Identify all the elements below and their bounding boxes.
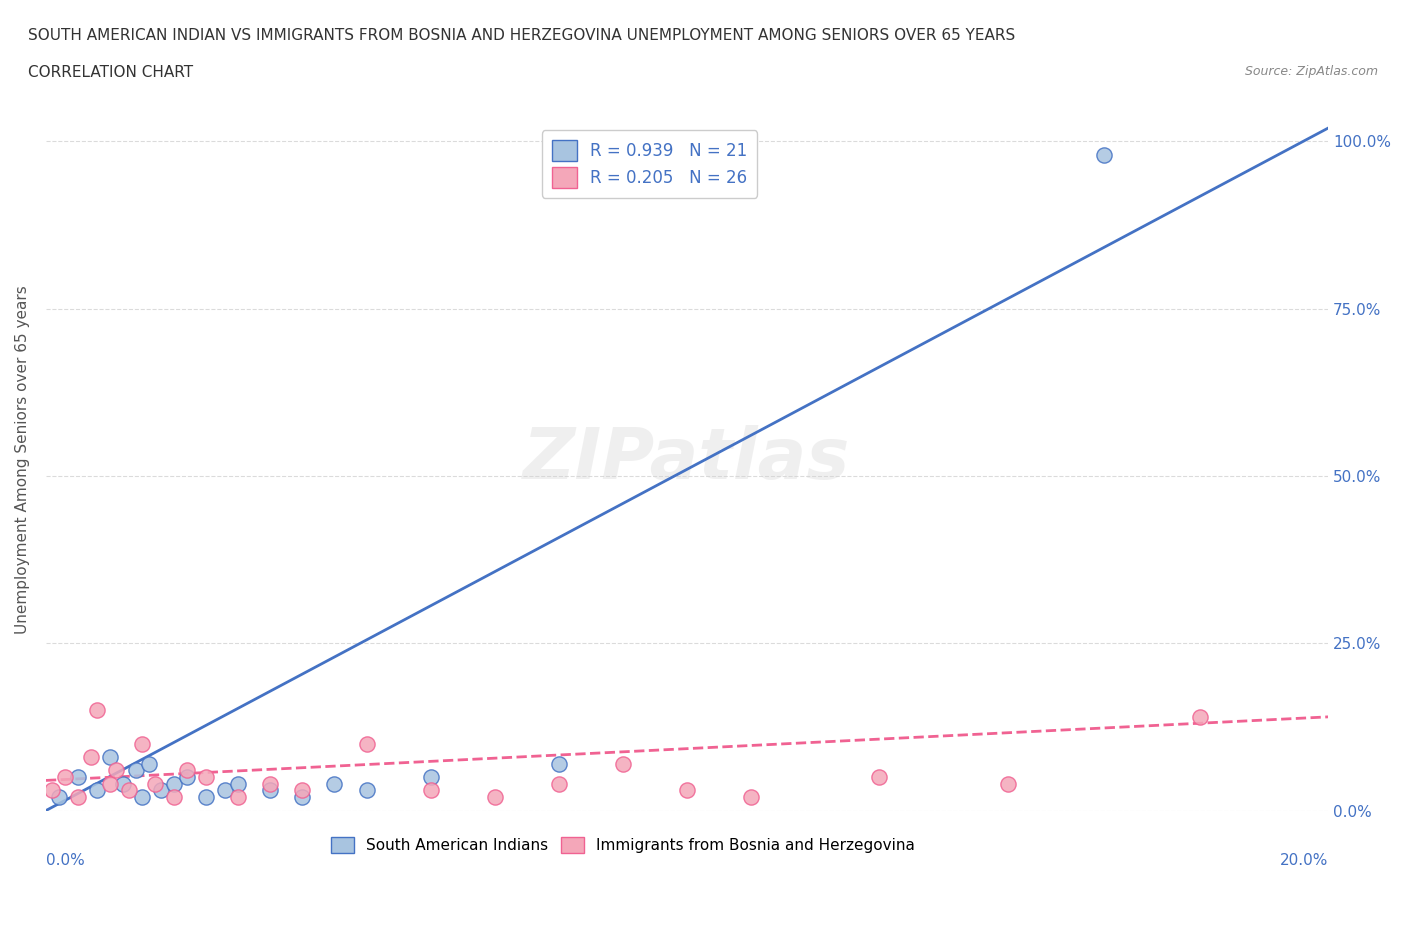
Text: CORRELATION CHART: CORRELATION CHART	[28, 65, 193, 80]
Point	[484, 790, 506, 804]
Point	[226, 790, 249, 804]
Point	[66, 790, 89, 804]
Point	[868, 770, 890, 785]
Point	[176, 763, 198, 777]
Point	[356, 783, 378, 798]
Point	[86, 783, 108, 798]
Point	[1092, 147, 1115, 162]
Text: SOUTH AMERICAN INDIAN VS IMMIGRANTS FROM BOSNIA AND HERZEGOVINA UNEMPLOYMENT AMO: SOUTH AMERICAN INDIAN VS IMMIGRANTS FROM…	[28, 28, 1015, 43]
Point	[259, 783, 281, 798]
Point	[143, 777, 166, 791]
Point	[676, 783, 699, 798]
Point	[1188, 710, 1211, 724]
Point	[131, 790, 153, 804]
Legend: South American Indians, Immigrants from Bosnia and Herzegovina: South American Indians, Immigrants from …	[325, 830, 921, 859]
Point	[419, 770, 441, 785]
Y-axis label: Unemployment Among Seniors over 65 years: Unemployment Among Seniors over 65 years	[15, 285, 30, 633]
Point	[41, 783, 63, 798]
Point	[547, 777, 569, 791]
Point	[291, 790, 314, 804]
Point	[111, 777, 134, 791]
Point	[259, 777, 281, 791]
Point	[163, 777, 186, 791]
Point	[419, 783, 441, 798]
Point	[323, 777, 346, 791]
Point	[131, 737, 153, 751]
Point	[195, 790, 218, 804]
Point	[195, 770, 218, 785]
Point	[176, 770, 198, 785]
Point	[98, 777, 121, 791]
Point	[226, 777, 249, 791]
Point	[86, 703, 108, 718]
Point	[48, 790, 70, 804]
Point	[125, 763, 148, 777]
Point	[98, 750, 121, 764]
Point	[547, 756, 569, 771]
Text: Source: ZipAtlas.com: Source: ZipAtlas.com	[1244, 65, 1378, 78]
Point	[612, 756, 634, 771]
Point	[53, 770, 76, 785]
Point	[105, 763, 128, 777]
Point	[214, 783, 236, 798]
Text: ZIPatlas: ZIPatlas	[523, 425, 851, 494]
Text: 0.0%: 0.0%	[46, 853, 84, 868]
Point	[80, 750, 103, 764]
Point	[291, 783, 314, 798]
Point	[150, 783, 173, 798]
Point	[997, 777, 1019, 791]
Point	[163, 790, 186, 804]
Point	[740, 790, 762, 804]
Point	[118, 783, 141, 798]
Text: 20.0%: 20.0%	[1279, 853, 1329, 868]
Point	[66, 770, 89, 785]
Point	[138, 756, 160, 771]
Point	[356, 737, 378, 751]
